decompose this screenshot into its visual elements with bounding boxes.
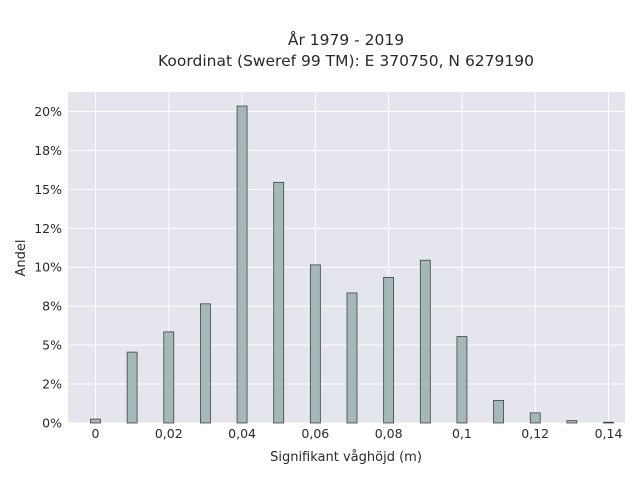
- x-tick-label-0: 0: [92, 426, 100, 441]
- bar-11: [493, 400, 504, 424]
- bar-3: [200, 303, 211, 424]
- y-tick-label-5: 12%: [34, 221, 62, 236]
- bar-10: [456, 336, 468, 424]
- plot-area: [68, 92, 625, 423]
- bar-9: [419, 259, 431, 424]
- x-tick-label-4: 0,08: [375, 426, 403, 441]
- bar-8: [383, 276, 395, 424]
- bar-13: [566, 420, 578, 424]
- bars: [90, 105, 614, 424]
- y-tick-label-4: 10%: [34, 260, 62, 275]
- x-tick-label-2: 0,04: [228, 426, 256, 441]
- y-axis-ticks: 0% 2% 5% 8% 10% 12% 15% 18% 20%: [34, 104, 62, 431]
- y-axis-label: Andel: [14, 240, 29, 277]
- grid-lines: [68, 92, 625, 424]
- bar-4: [236, 105, 248, 424]
- bar-2: [163, 331, 175, 424]
- x-tick-label-3: 0,06: [301, 426, 329, 441]
- bar-1: [126, 351, 138, 424]
- y-tick-label-2: 5%: [42, 338, 62, 353]
- bar-7: [346, 292, 358, 424]
- y-tick-label-0: 0%: [42, 416, 62, 431]
- y-tick-label-7: 18%: [34, 143, 62, 158]
- x-axis-label: Signifikant våghöjd (m): [270, 450, 422, 465]
- y-tick-label-1: 2%: [42, 377, 62, 392]
- bar-14: [603, 421, 614, 424]
- x-axis-ticks: 0 0,02 0,04 0,06 0,08 0,1 0,12 0,14: [92, 426, 623, 441]
- y-tick-label-8: 20%: [34, 104, 62, 119]
- chart-title-line-1: År 1979 - 2019: [288, 30, 404, 49]
- bar-12: [529, 412, 541, 424]
- bar-0: [90, 418, 101, 424]
- y-tick-label-3: 8%: [42, 299, 62, 314]
- x-tick-label-7: 0,14: [595, 426, 623, 441]
- x-tick-label-5: 0,1: [452, 426, 472, 441]
- x-tick-label-6: 0,12: [521, 426, 549, 441]
- bar-6: [309, 264, 321, 424]
- chart-title-line-2: Koordinat (Sweref 99 TM): E 370750, N 62…: [158, 52, 534, 70]
- y-tick-label-6: 15%: [34, 182, 62, 197]
- x-tick-label-1: 0,02: [155, 426, 183, 441]
- bar-5: [273, 181, 285, 424]
